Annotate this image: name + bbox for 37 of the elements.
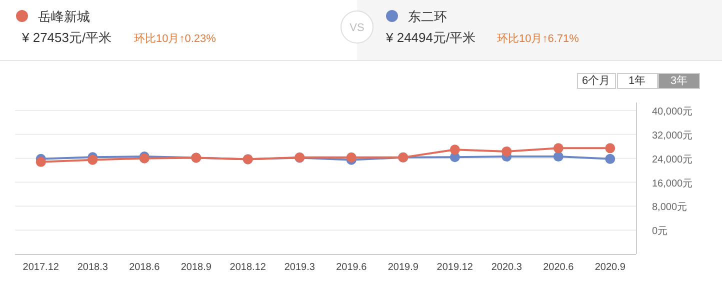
point bbox=[605, 143, 616, 154]
text: ¥ 24494元/平米 bbox=[385, 30, 476, 45]
x-tick-label: 2018.3 bbox=[77, 262, 108, 273]
point bbox=[502, 146, 512, 156]
point bbox=[553, 143, 564, 154]
y-tick-label: 24,000元 bbox=[652, 154, 693, 166]
text: 3年 bbox=[670, 75, 688, 87]
point bbox=[450, 144, 460, 155]
x-tick-label: 2019.12 bbox=[436, 262, 474, 273]
y-tick-label: 16,000元 bbox=[652, 178, 693, 190]
y-tick-label: 32,000元 bbox=[652, 130, 693, 142]
text: VS bbox=[350, 22, 364, 34]
x-tick-label: 2018.12 bbox=[230, 262, 266, 273]
y-tick-label: 8,000元 bbox=[652, 202, 688, 214]
point bbox=[346, 152, 356, 162]
text: ¥ 27453元/平米 bbox=[21, 30, 112, 45]
point bbox=[36, 156, 46, 167]
point bbox=[88, 154, 98, 165]
text: 6个月 bbox=[582, 75, 610, 87]
x-tick-label: 2018.9 bbox=[180, 262, 212, 273]
legend-label: 东二环 bbox=[408, 9, 447, 24]
text: 1年 bbox=[628, 75, 646, 87]
x-tick-label: 2020.6 bbox=[543, 262, 574, 273]
text: 环比10月↑0.23% bbox=[134, 32, 216, 45]
y-tick-label: 40,000元 bbox=[652, 106, 693, 118]
x-tick-label: 2019.3 bbox=[284, 262, 316, 273]
x-tick-label: 2019.9 bbox=[388, 262, 419, 273]
x-tick-label: 2019.6 bbox=[336, 262, 368, 273]
x-tick-label: 2020.9 bbox=[594, 262, 626, 273]
point bbox=[553, 152, 564, 162]
x-tick-label: 2018.6 bbox=[129, 262, 160, 273]
text: 环比10月↑6.71% bbox=[497, 32, 580, 45]
x-tick-label: 2020.3 bbox=[491, 262, 522, 273]
x-tick-label: 2017.12 bbox=[22, 262, 60, 273]
legend-label: 岳峰新城 bbox=[38, 9, 90, 24]
point bbox=[605, 154, 616, 164]
y-tick-label: 0元 bbox=[652, 226, 668, 238]
